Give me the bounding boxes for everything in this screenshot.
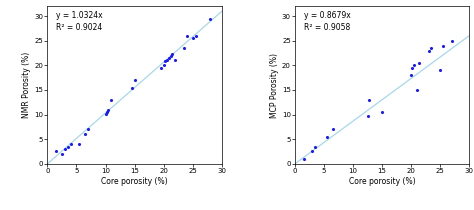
Point <box>172 59 179 62</box>
Point <box>61 147 69 151</box>
Point <box>52 150 60 153</box>
Point <box>169 52 176 56</box>
Point <box>415 61 422 65</box>
Point <box>167 54 175 57</box>
Point <box>206 17 214 20</box>
Point <box>84 128 92 131</box>
Point <box>309 150 316 153</box>
Point <box>165 56 173 60</box>
Point <box>311 145 319 148</box>
Point <box>102 112 109 115</box>
Point <box>192 34 200 38</box>
Y-axis label: MCP Porosity (%): MCP Porosity (%) <box>270 52 279 118</box>
Point <box>108 98 115 101</box>
Point <box>428 46 435 50</box>
Point <box>409 66 416 70</box>
Point <box>448 39 456 42</box>
Point <box>183 34 191 38</box>
Point <box>410 64 418 67</box>
Point <box>160 64 167 67</box>
Point <box>439 44 447 47</box>
Point <box>364 114 371 117</box>
Point <box>329 128 337 131</box>
Point <box>162 60 169 63</box>
Text: y = 0.8679x
R² = 0.9058: y = 0.8679x R² = 0.9058 <box>304 11 350 32</box>
Point <box>180 46 188 50</box>
Point <box>67 142 74 146</box>
Point <box>82 133 89 136</box>
Point <box>323 135 331 138</box>
Point <box>413 88 421 92</box>
Point <box>189 37 196 40</box>
Point <box>131 79 138 82</box>
Point <box>300 157 308 161</box>
Point <box>64 145 72 148</box>
Point <box>128 86 136 89</box>
Point <box>105 108 112 111</box>
Y-axis label: NMR Porosity (%): NMR Porosity (%) <box>22 52 31 118</box>
X-axis label: Core porosity (%): Core porosity (%) <box>101 177 168 186</box>
Point <box>378 110 386 114</box>
Point <box>58 152 66 156</box>
X-axis label: Core porosity (%): Core porosity (%) <box>349 177 415 186</box>
Point <box>163 59 170 62</box>
Point <box>103 110 110 114</box>
Point <box>437 69 444 72</box>
Point <box>157 66 164 70</box>
Text: y = 1.0324x
R² = 0.9024: y = 1.0324x R² = 0.9024 <box>56 11 103 32</box>
Point <box>407 74 415 77</box>
Point <box>365 98 373 101</box>
Point <box>425 49 432 52</box>
Point <box>75 142 83 146</box>
